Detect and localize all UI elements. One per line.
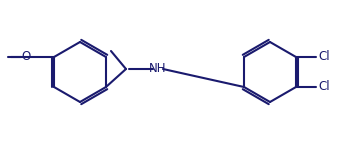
Text: O: O [21, 50, 31, 64]
Text: Cl: Cl [318, 50, 330, 64]
Text: NH: NH [149, 63, 167, 76]
Text: Cl: Cl [318, 80, 330, 93]
